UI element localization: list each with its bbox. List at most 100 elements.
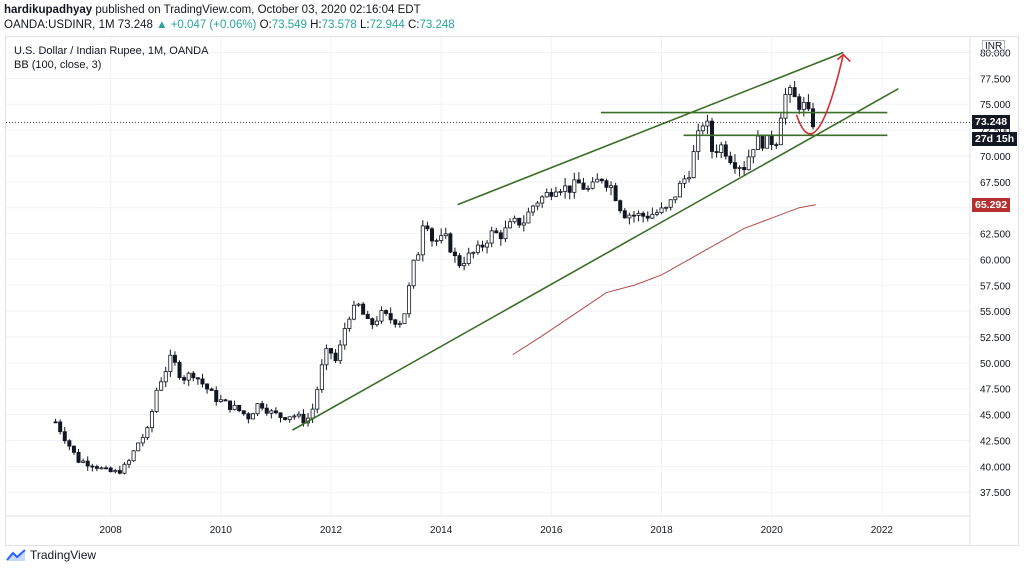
candle-body: [558, 191, 563, 193]
candle-body: [567, 185, 572, 193]
author-name[interactable]: hardikupadhyay: [4, 4, 93, 16]
candle-body: [168, 354, 173, 372]
candle-body: [645, 215, 650, 219]
candle-body: [530, 205, 535, 213]
candle-body: [191, 372, 196, 379]
candle-body: [673, 196, 678, 201]
candle-body: [269, 410, 274, 414]
trendline: [292, 88, 899, 431]
symbol-label: OANDA:USDINR, 1M: [4, 19, 115, 31]
candle-body: [765, 135, 770, 149]
candle-body: [425, 225, 430, 230]
candle-body: [714, 151, 719, 153]
y-tick-label: 50.000: [980, 359, 1011, 370]
candle-body: [140, 437, 145, 444]
candle-body: [471, 251, 476, 254]
y-tick-label: 60.000: [980, 255, 1011, 266]
candle-body: [420, 225, 425, 256]
open-label: O:: [259, 19, 272, 31]
candle-body: [411, 259, 416, 287]
candle-body: [682, 178, 687, 184]
candle-body: [104, 467, 109, 470]
candle-body: [195, 377, 200, 380]
last-price-badge: 73.248: [972, 115, 1011, 130]
open-value: 73.549: [271, 19, 307, 31]
candle-body: [177, 361, 182, 378]
candle-body: [760, 135, 765, 149]
candle-body: [443, 233, 448, 237]
candle-body: [636, 212, 641, 216]
change-value: ▲ +0.047 (+0.06%): [156, 19, 257, 31]
candle-body: [315, 389, 320, 410]
candle-body: [586, 187, 591, 190]
candle-body: [742, 167, 747, 171]
candle-body: [117, 470, 122, 474]
candle-body: [283, 417, 288, 420]
candle-body: [370, 318, 375, 326]
candle-body: [136, 442, 141, 452]
candle-body: [365, 313, 370, 320]
candle-body: [393, 319, 398, 325]
candle-body: [200, 378, 205, 385]
candle-body: [599, 178, 604, 182]
legend-title: U.S. Dollar / Indian Rupee, 1M, OANDA: [14, 45, 209, 57]
candle-body: [287, 416, 292, 420]
legend-indicator[interactable]: BB (100, close, 3): [14, 59, 102, 71]
candle-body: [232, 404, 237, 410]
y-tick-label: 80.000: [980, 49, 1011, 60]
candle-body: [434, 240, 439, 242]
candle-body: [549, 192, 554, 197]
candle-body: [480, 244, 485, 248]
candle-body: [448, 233, 453, 253]
candle-body: [719, 144, 724, 153]
candle-body: [397, 323, 402, 325]
candle-body: [71, 445, 76, 453]
candle-body: [250, 413, 255, 420]
candle-body: [811, 108, 816, 128]
candle-body: [797, 96, 802, 110]
candle-body: [58, 421, 63, 433]
candle-body: [439, 235, 444, 241]
currency-label[interactable]: INR: [982, 40, 1006, 53]
y-tick-label: 40.000: [980, 462, 1011, 473]
candle-body: [241, 410, 246, 415]
candle-body: [732, 162, 737, 169]
y-tick-label: 42.500: [980, 436, 1011, 447]
candle-body: [576, 179, 581, 184]
candle-body: [301, 413, 306, 424]
candle-body: [746, 156, 751, 171]
candle-body: [544, 192, 549, 198]
candle-body: [654, 212, 659, 215]
low-value: 72.944: [369, 19, 405, 31]
y-tick-label: 52.500: [980, 333, 1011, 344]
candle-body: [466, 252, 471, 264]
candle-body: [705, 120, 710, 127]
x-tick-label: 2022: [871, 525, 894, 536]
candle-body: [792, 87, 797, 98]
candle-body: [521, 222, 526, 226]
candle-body: [751, 149, 756, 158]
candle-body: [462, 263, 467, 267]
trendline: [457, 51, 844, 206]
candle-body: [228, 400, 233, 410]
candle-body: [67, 440, 72, 447]
footer-branding[interactable]: TradingView: [6, 548, 96, 562]
candle-body: [388, 313, 393, 321]
y-tick-label: 70.000: [980, 152, 1011, 163]
candle-body: [296, 413, 301, 417]
candle-body: [641, 212, 646, 217]
x-tick-label: 2008: [100, 525, 123, 536]
candle-body: [81, 460, 86, 463]
candle-body: [361, 303, 366, 315]
candle-body: [172, 354, 177, 363]
candle-body: [710, 120, 715, 152]
chart-frame[interactable]: [5, 36, 1019, 546]
candle-body: [159, 381, 164, 391]
candle-body: [255, 403, 260, 415]
candle-body: [402, 313, 407, 324]
y-tick-label: 67.500: [980, 178, 1011, 189]
candle-body: [260, 403, 265, 409]
candle-body: [553, 191, 558, 197]
close-label: C:: [408, 19, 420, 31]
